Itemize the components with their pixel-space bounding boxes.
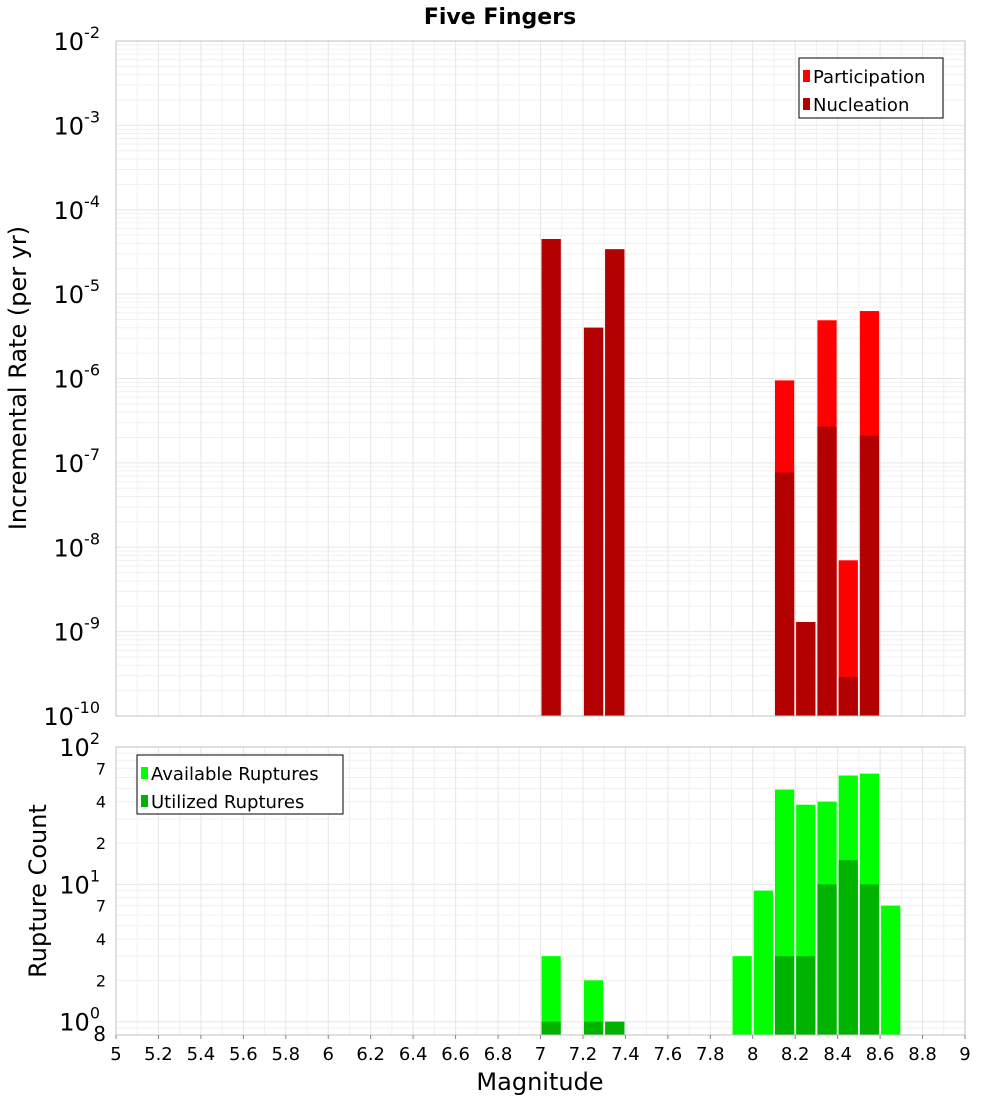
utilized-ruptures-bar [605, 1021, 625, 1035]
x-tick-label: 6.6 [441, 1044, 470, 1065]
top-y-tick-label: 10-5 [54, 276, 101, 309]
x-tick-label: 5.2 [144, 1044, 173, 1065]
utilized-ruptures-bar [817, 884, 837, 1035]
bottom-y-minor-tick-label: 7 [96, 759, 106, 778]
bottom-y-minor-tick-label: 2 [96, 834, 106, 853]
x-tick-label: 7.4 [611, 1044, 640, 1065]
x-tick-label: 6 [323, 1044, 334, 1065]
x-tick-label: 8.4 [823, 1044, 852, 1065]
available-ruptures-bar [732, 956, 752, 1035]
x-tick-label: 7.8 [696, 1044, 725, 1065]
bottom-y-tick-label: 101 [59, 866, 100, 899]
bottom-panel-bars [541, 773, 901, 1035]
bottom-panel-y-ticks: 100 101 102 8 2 4 7 2 4 7 [59, 729, 106, 1046]
nucleation-bar [859, 435, 880, 716]
x-tick-label: 5.4 [187, 1044, 216, 1065]
top-y-tick-label: 10-7 [54, 445, 101, 478]
top-y-axis-label: Incremental Rate (per yr) [4, 226, 32, 530]
utilized-ruptures-bar [541, 1021, 561, 1035]
available-ruptures-bar [541, 956, 561, 1035]
available-ruptures-bar [583, 980, 604, 1035]
utilized-ruptures-bar [796, 956, 816, 1035]
x-axis-ticks: 5 5.2 5.4 5.6 5.8 6 6.2 6.4 6.6 6.8 7 7.2 7.4 7.6 7.8 8… [110, 1035, 971, 1065]
utilized-ruptures-bar [583, 1021, 604, 1035]
bottom-y-minor-tick-label: 7 [96, 897, 106, 916]
x-tick-label: 8 [747, 1044, 758, 1065]
top-legend-label: Participation [813, 67, 925, 88]
top-y-tick-label: 10-4 [54, 192, 101, 225]
top-y-tick-label: 10-9 [54, 614, 101, 647]
available-ruptures-bar [881, 905, 901, 1035]
top-panel-bars [541, 239, 880, 716]
x-tick-label: 6.8 [484, 1044, 513, 1065]
bottom-y-axis-label: Rupture Count [24, 804, 52, 978]
bottom-y-tick-label: 100 [59, 1004, 100, 1037]
x-tick-label: 8.6 [866, 1044, 895, 1065]
top-panel-grid [115, 41, 966, 717]
bottom-legend-label: Utilized Ruptures [151, 792, 304, 813]
available-ruptures-bar [753, 890, 773, 1035]
bottom-legend-box [136, 754, 344, 815]
x-tick-label: 8.2 [781, 1044, 810, 1065]
x-tick-label: 6.2 [356, 1044, 385, 1065]
bottom-legend-swatch [141, 795, 148, 807]
top-legend-swatch [803, 98, 810, 110]
utilized-ruptures-bar [774, 956, 795, 1035]
utilized-ruptures-bar [838, 860, 858, 1035]
top-y-tick-label: 10-3 [54, 107, 101, 140]
bottom-y-tick-label: 102 [59, 729, 100, 762]
x-tick-label: 5.8 [271, 1044, 300, 1065]
chart-title: Five Fingers [424, 5, 576, 30]
top-y-tick-label: 10-10 [43, 698, 100, 731]
bottom-y-minor-tick-label: 8 [93, 1022, 106, 1046]
x-tick-label: 5.6 [229, 1044, 258, 1065]
x-tick-label: 6.4 [399, 1044, 428, 1065]
x-tick-label: 7 [535, 1044, 546, 1065]
bottom-legend-swatch [141, 767, 148, 779]
x-axis-label: Magnitude [476, 1068, 603, 1096]
top-legend: Participation Nucleation [798, 57, 944, 119]
nucleation-bar [605, 249, 625, 716]
x-tick-label: 9 [959, 1044, 970, 1065]
nucleation-bar [817, 426, 837, 716]
nucleation-bar [583, 327, 604, 716]
x-tick-label: 7.2 [569, 1044, 598, 1065]
utilized-ruptures-bar [859, 884, 880, 1035]
top-legend-swatch [803, 70, 810, 82]
bottom-y-minor-tick-label: 2 [96, 971, 106, 990]
x-tick-label: 8.8 [908, 1044, 937, 1065]
x-tick-label: 5 [110, 1044, 121, 1065]
top-panel-y-ticks: 10-10 10-9 10-8 10-7 10-6 10-5 10-4 10-3 10-2 [43, 23, 100, 731]
bottom-legend-label: Available Ruptures [151, 764, 319, 785]
nucleation-bar [838, 676, 858, 716]
bottom-y-minor-tick-label: 4 [96, 930, 106, 949]
nucleation-bar [541, 239, 561, 716]
top-legend-box [798, 57, 944, 119]
bottom-y-minor-tick-label: 4 [96, 793, 106, 812]
nucleation-bar [774, 472, 795, 716]
top-panel-frame [115, 40, 966, 717]
x-tick-label: 7.6 [654, 1044, 683, 1065]
top-legend-label: Nucleation [813, 95, 909, 116]
top-y-tick-label: 10-8 [54, 529, 101, 562]
bottom-legend: Available Ruptures Utilized Ruptures [136, 754, 344, 815]
top-y-tick-label: 10-2 [54, 23, 101, 56]
top-y-tick-label: 10-6 [54, 361, 101, 394]
nucleation-bar [796, 622, 816, 716]
